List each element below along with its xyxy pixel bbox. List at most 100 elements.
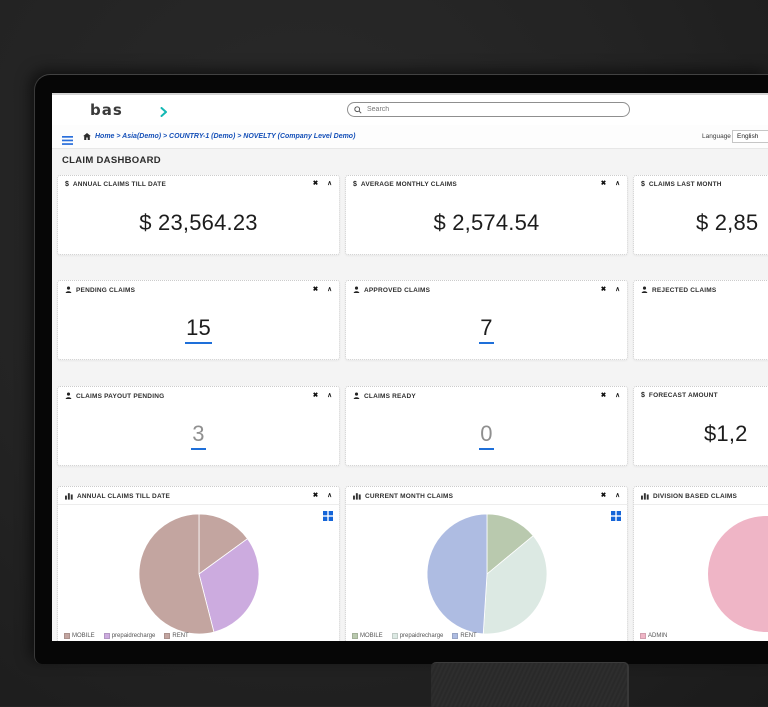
legend-swatch — [103, 633, 110, 639]
stat-value-link[interactable]: 7 — [479, 315, 494, 344]
card-title: AVERAGE MONTHLY CLAIMS — [360, 181, 457, 188]
card-title: DIVISION BASED CLAIMS — [653, 492, 738, 500]
card-claims-last-month: $ CLAIMS LAST MONTH ✖ ∧ $ 2,85 — [633, 175, 768, 255]
search-bar[interactable] — [347, 102, 630, 117]
home-icon[interactable] — [83, 133, 91, 140]
chart-card-current-month-claims: CURRENT MONTH CLAIMS ✖ ∧ MOBILE prepaidre… — [345, 486, 628, 641]
card-title: CLAIMS PAYOUT PENDING — [76, 393, 165, 400]
pie-chart-current-month-claims — [426, 513, 548, 635]
legend-item[interactable]: ADMIN — [640, 633, 667, 639]
card-title: PENDING CLAIMS — [76, 287, 136, 294]
pie-chart-annual-claims — [138, 513, 260, 635]
card-title: CURRENT MONTH CLAIMS — [365, 492, 454, 500]
collapse-icon[interactable]: ∧ — [615, 491, 620, 499]
card-forecast-amount: $ FORECAST AMOUNT ✖ ∧ $1,2 — [633, 386, 768, 466]
legend-swatch — [164, 633, 171, 639]
card-title: CLAIMS READY — [364, 393, 416, 400]
stat-value: $ 2,85 — [696, 210, 759, 235]
close-icon[interactable]: ✖ — [312, 286, 319, 294]
legend-item[interactable]: MOBILE — [352, 633, 383, 639]
chart-legend: ADMIN — [640, 633, 667, 639]
card-pending-claims: PENDING CLAIMS ✖ ∧ 15 — [57, 280, 340, 360]
collapse-icon[interactable]: ∧ — [327, 180, 332, 188]
sidebar-expand-icon[interactable] — [160, 104, 168, 122]
search-icon — [354, 105, 362, 114]
pie-chart-division-based-claims — [707, 515, 768, 633]
app-header: bas — [52, 95, 768, 126]
pie-svg — [708, 516, 768, 632]
breadcrumb[interactable]: Home > Asia(Demo) > COUNTRY-1 (Demo) > N… — [95, 133, 356, 140]
legend-item[interactable]: prepaidrecharge — [391, 633, 443, 639]
stat-value: $1,2 — [704, 421, 748, 446]
collapse-icon[interactable]: ∧ — [327, 286, 332, 294]
user-icon — [641, 286, 648, 295]
bar-chart-icon — [353, 492, 361, 500]
legend-swatch — [352, 633, 358, 639]
chart-menu-grid-icon[interactable] — [611, 511, 621, 521]
collapse-icon[interactable]: ∧ — [615, 392, 620, 400]
chart-card-division-based-claims: DIVISION BASED CLAIMS ✖ ∧ ADMIN — [633, 486, 768, 641]
collapse-icon[interactable]: ∧ — [327, 491, 332, 499]
pie-svg — [426, 513, 547, 635]
stat-value: $ 2,574.54 — [433, 210, 540, 235]
stat-value: $ 23,564.23 — [139, 210, 258, 235]
card-rejected-claims: REJECTED CLAIMS ✖ ∧ — [633, 280, 768, 360]
user-icon — [65, 392, 72, 401]
user-icon — [65, 286, 72, 295]
close-icon[interactable]: ✖ — [600, 180, 607, 188]
card-title: ANNUAL CLAIMS TILL DATE — [72, 181, 166, 188]
search-input[interactable] — [365, 105, 623, 114]
language-label: Language — [702, 133, 731, 140]
dollar-icon: $ — [641, 392, 645, 399]
chart-legend: MOBILE prepaidrecharge RENT — [352, 633, 477, 639]
monitor-stand — [431, 662, 629, 707]
chart-card-annual-claims: ANNUAL CLAIMS TILL DATE ✖ ∧ MOBILE prepai… — [57, 486, 340, 641]
bar-chart-icon — [641, 492, 649, 500]
legend-item[interactable]: RENT — [164, 633, 189, 639]
card-claims-payout-pending: CLAIMS PAYOUT PENDING ✖ ∧ 3 — [57, 386, 340, 466]
collapse-icon[interactable]: ∧ — [615, 286, 620, 294]
close-icon[interactable]: ✖ — [312, 180, 319, 188]
card-annual-claims-till-date: $ ANNUAL CLAIMS TILL DATE ✖ ∧ $ 23,564.2… — [57, 175, 340, 255]
legend-item[interactable]: RENT — [452, 633, 477, 639]
language-select[interactable]: English — [732, 130, 768, 143]
stat-value-link[interactable]: 3 — [191, 421, 206, 450]
app-logo: bas — [90, 101, 123, 119]
legend-swatch — [452, 633, 459, 639]
collapse-icon[interactable]: ∧ — [327, 392, 332, 400]
card-title: FORECAST AMOUNT — [648, 392, 718, 399]
stat-value-link[interactable]: 15 — [185, 315, 212, 344]
user-icon — [353, 392, 360, 401]
chart-menu-grid-icon[interactable] — [323, 511, 333, 521]
legend-swatch — [64, 633, 70, 639]
user-icon — [353, 286, 360, 295]
close-icon[interactable]: ✖ — [600, 286, 607, 294]
close-icon[interactable]: ✖ — [312, 392, 319, 400]
bar-chart-icon — [65, 492, 73, 500]
card-title: CLAIMS LAST MONTH — [648, 181, 722, 188]
dollar-icon: $ — [353, 181, 357, 188]
legend-swatch — [391, 633, 398, 639]
card-title: ANNUAL CLAIMS TILL DATE — [77, 492, 171, 500]
card-approved-claims: APPROVED CLAIMS ✖ ∧ 7 — [345, 280, 628, 360]
nav-bar: Home > Asia(Demo) > COUNTRY-1 (Demo) > N… — [52, 125, 768, 149]
dollar-icon: $ — [65, 181, 69, 188]
dollar-icon: $ — [641, 181, 645, 188]
menu-hamburger-icon[interactable] — [62, 132, 73, 150]
browser-screen: bas Home > Asia(Demo) > COUNTRY-1 (Demo)… — [52, 93, 768, 641]
pie-svg — [138, 513, 259, 635]
page-title: CLAIM DASHBOARD — [62, 155, 161, 166]
card-title: APPROVED CLAIMS — [364, 287, 431, 294]
card-title: REJECTED CLAIMS — [652, 287, 717, 294]
close-icon[interactable]: ✖ — [600, 491, 607, 499]
chart-legend: MOBILE prepaidrecharge RENT — [64, 633, 189, 639]
legend-swatch — [640, 633, 646, 639]
legend-item[interactable]: prepaidrecharge — [103, 633, 155, 639]
card-average-monthly-claims: $ AVERAGE MONTHLY CLAIMS ✖ ∧ $ 2,574.54 — [345, 175, 628, 255]
close-icon[interactable]: ✖ — [312, 491, 319, 499]
card-claims-ready: CLAIMS READY ✖ ∧ 0 — [345, 386, 628, 466]
stat-value-link[interactable]: 0 — [479, 421, 494, 450]
legend-item[interactable]: MOBILE — [64, 633, 95, 639]
close-icon[interactable]: ✖ — [600, 392, 607, 400]
collapse-icon[interactable]: ∧ — [615, 180, 620, 188]
